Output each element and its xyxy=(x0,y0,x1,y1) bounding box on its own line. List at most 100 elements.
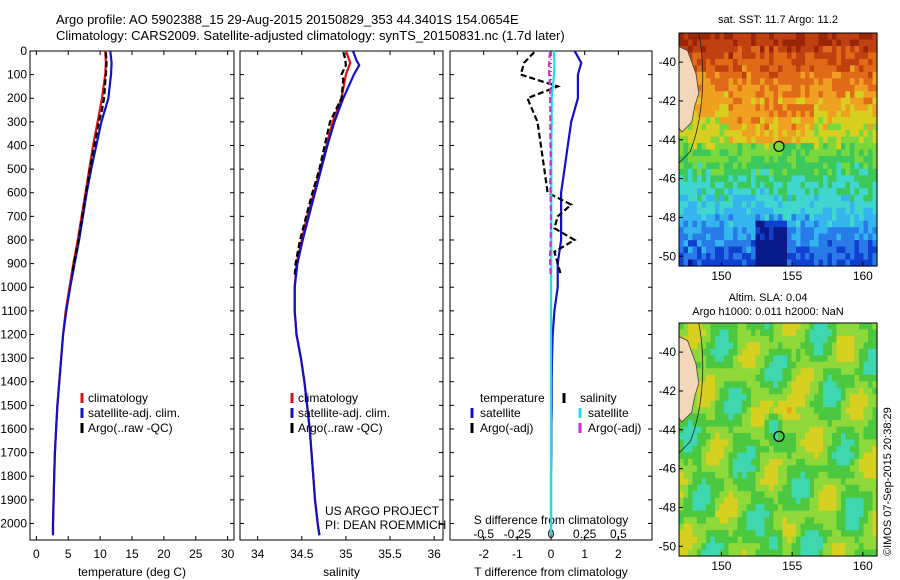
x-tick-label: 0 xyxy=(548,547,555,561)
legend-label: satellite-adj. clim. xyxy=(298,406,390,420)
x-tick-label: -1 xyxy=(512,547,523,561)
legend-label: climatology xyxy=(88,391,148,405)
chart-temperature: 0100200300400500600700800900100011001200… xyxy=(0,44,234,579)
y-tick-label: 200 xyxy=(7,91,27,105)
x2-tick-label: 0.25 xyxy=(573,527,597,541)
y-tick-label: -48 xyxy=(659,500,677,514)
legend-label: Argo(-adj) xyxy=(480,421,533,435)
x-tick-label: 34.5 xyxy=(290,547,314,561)
x-tick-label: 160 xyxy=(853,559,873,573)
sst-map: 150 155 160 -40 -42 -44 -46 -48 -50 sat. SST: 11.… xyxy=(659,14,878,283)
legend-label: Argo(..raw -QC) xyxy=(298,421,383,435)
y-tick-label: -44 xyxy=(659,423,677,437)
y-tick-label: 500 xyxy=(7,162,27,176)
y-tick-label: 800 xyxy=(7,233,27,247)
x-tick-label: 150 xyxy=(711,559,731,573)
x-tick-label: 2 xyxy=(615,547,622,561)
x-tick-label: 160 xyxy=(853,269,873,283)
x-tick-label: 25 xyxy=(189,547,203,561)
y-tick-label: -40 xyxy=(659,55,677,69)
x-tick-label: 35 xyxy=(339,547,353,561)
series-temperature-argo-adj- xyxy=(519,51,577,276)
legend-label: Argo(-adj) xyxy=(588,421,641,435)
legend-label: temperature xyxy=(480,391,545,405)
map-frame xyxy=(678,32,878,267)
y-tick-label: 1300 xyxy=(0,351,27,365)
x2-tick-label: 0.5 xyxy=(610,527,627,541)
y-tick-label: -50 xyxy=(659,539,677,553)
series-argo-raw-qc- xyxy=(71,52,108,276)
map-title: Altim. SLA: 0.04 xyxy=(729,292,808,304)
y-tick-label: 700 xyxy=(7,209,27,223)
x-tick-label: 1 xyxy=(581,547,588,561)
y-tick-label: 1800 xyxy=(0,469,27,483)
y-tick-label: -42 xyxy=(659,384,677,398)
y-tick-label: 2000 xyxy=(0,516,27,530)
y-tick-label: 900 xyxy=(7,257,27,271)
argo-position-marker xyxy=(773,430,785,442)
y-tick-label: 1000 xyxy=(0,280,27,294)
map-subtitle: Argo h1000: 0.011 h2000: NaN xyxy=(692,306,844,318)
sla-map: 150 155 160 -40 -42 -44 -46 -48 -50 Altim. SLA: 0… xyxy=(659,292,878,573)
x-tick-label: 15 xyxy=(125,547,139,561)
x-axis-label: salinity xyxy=(323,565,360,579)
x-tick-label: 34 xyxy=(251,547,265,561)
chart-difference: -2 -1 0 1 2 T difference from climatology -0.5… xyxy=(449,50,653,579)
series-argo-raw-qc- xyxy=(293,51,348,276)
x-axis-label: temperature (deg C) xyxy=(78,565,186,579)
y-tick-label: 1400 xyxy=(0,375,27,389)
x-tick-label: 5 xyxy=(65,547,72,561)
map-title: sat. SST: 11.7 Argo: 11.2 xyxy=(718,14,838,26)
shelf-contour xyxy=(678,322,704,454)
x-tick-label: 20 xyxy=(157,547,171,561)
y-tick-label: 1600 xyxy=(0,422,27,436)
x-tick-label: 155 xyxy=(782,559,802,573)
x2-tick-label: -0.5 xyxy=(473,527,494,541)
y-tick-label: -40 xyxy=(659,345,677,359)
y-tick-label: -46 xyxy=(659,172,677,186)
x-tick-label: 36 xyxy=(427,547,441,561)
legend-label: Argo(..raw -QC) xyxy=(88,421,173,435)
shelf-contour xyxy=(678,32,704,164)
argo-position-marker xyxy=(773,140,785,152)
y-tick-label: -50 xyxy=(659,249,677,263)
y-tick-label: 0 xyxy=(20,44,27,58)
annotation-text: US ARGO PROJECT xyxy=(325,504,440,518)
y-tick-label: -44 xyxy=(659,133,677,147)
legend-label: climatology xyxy=(298,391,358,405)
x-axis-label: T difference from climatology xyxy=(474,565,628,579)
x-tick-label: 30 xyxy=(221,547,235,561)
land-tasmania xyxy=(678,335,700,423)
x-tick-label: 0 xyxy=(33,547,40,561)
y-tick-label: -46 xyxy=(659,462,677,476)
series-salinity-satellite xyxy=(549,50,556,536)
plot-title-line2: Climatology: CARS2009. Satellite-adjuste… xyxy=(56,28,565,43)
chart-salinity: 34 34.5 35 35.5 36 salinity climatologysatelli… xyxy=(239,50,446,579)
legend-label: satellite xyxy=(588,406,629,420)
land-tasmania xyxy=(678,45,700,133)
y-tick-label: -42 xyxy=(659,94,677,108)
legend-label: salinity xyxy=(580,391,617,405)
heatmap-cells xyxy=(679,323,878,557)
x-tick-label: 10 xyxy=(93,547,107,561)
y-tick-label: 1200 xyxy=(0,327,27,341)
y-tick-label: 300 xyxy=(7,115,27,129)
plot-frame xyxy=(239,50,444,541)
y-tick-label: 400 xyxy=(7,138,27,152)
y-tick-label: 1700 xyxy=(0,446,27,460)
x-tick-label: 35.5 xyxy=(378,547,402,561)
x-tick-label: 150 xyxy=(711,269,731,283)
legend-label: satellite-adj. clim. xyxy=(88,406,180,420)
y-tick-label: 1100 xyxy=(1,304,27,318)
y-tick-label: 1500 xyxy=(0,398,27,412)
plot-title-line1: Argo profile: AO 5902388_15 29-Aug-2015 … xyxy=(56,12,519,27)
annotation-text: PI: DEAN ROEMMICH xyxy=(325,518,446,532)
y-tick-label: -48 xyxy=(659,210,677,224)
x2-tick-label: -0.25 xyxy=(504,527,532,541)
map-frame xyxy=(678,322,878,557)
plot-frame xyxy=(29,50,235,541)
x-tick-label: -2 xyxy=(478,547,489,561)
x-tick-label: 155 xyxy=(782,269,802,283)
series-salinity-argo-adj- xyxy=(547,52,553,276)
